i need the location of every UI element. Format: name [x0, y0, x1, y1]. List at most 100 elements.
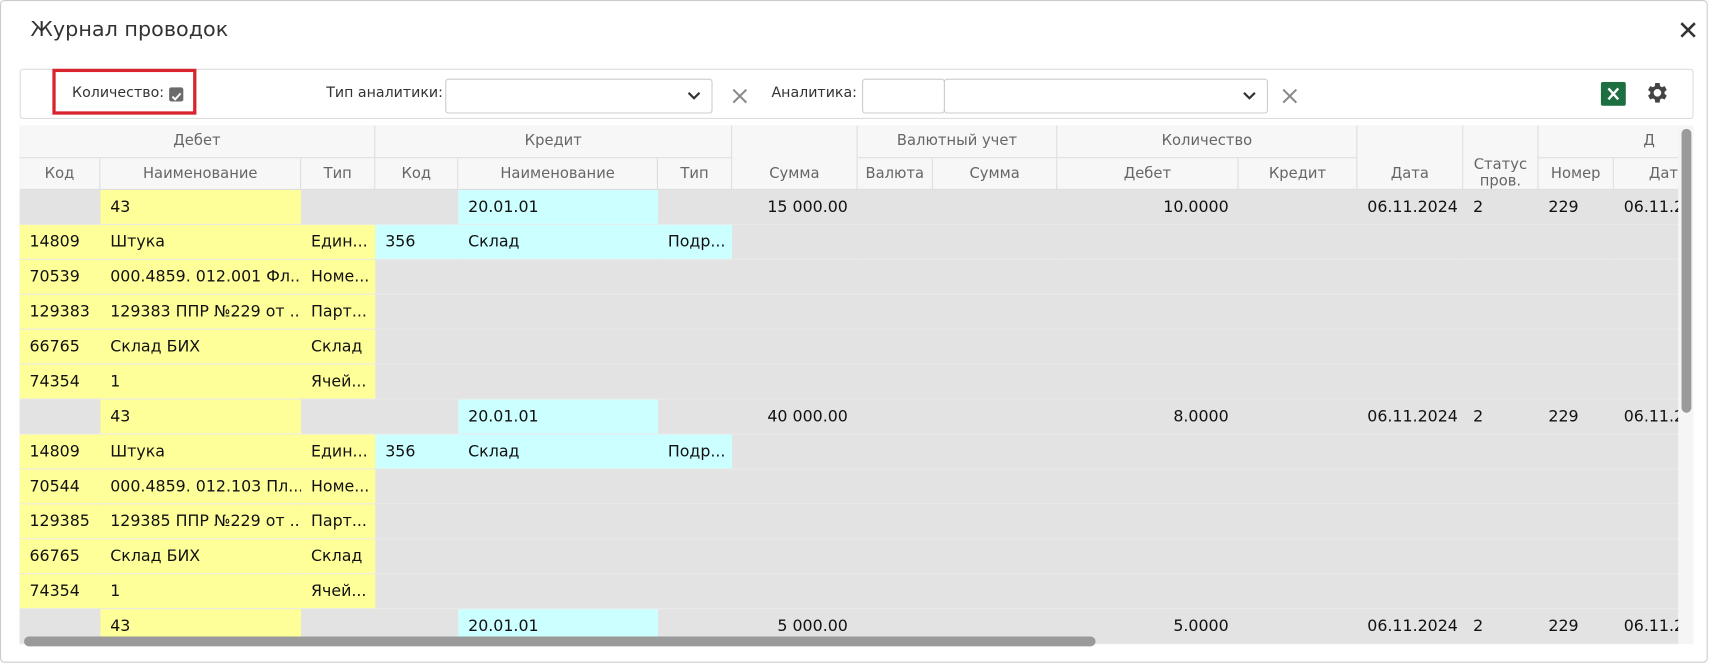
- cell: Штука: [100, 434, 302, 470]
- close-button[interactable]: ✕: [1677, 15, 1700, 46]
- cell: [1057, 329, 1239, 365]
- scroll-thumb[interactable]: [1681, 128, 1692, 413]
- scroll-thumb[interactable]: [24, 636, 1096, 647]
- cell: 43: [100, 399, 302, 435]
- cell: [1538, 539, 1614, 575]
- column-header: Дата: [1613, 158, 1679, 190]
- cell: [1057, 259, 1239, 295]
- cell: Склад БИХ: [100, 539, 302, 575]
- group-header: Кредит: [375, 125, 733, 159]
- cell: [1538, 294, 1614, 330]
- cell: [1538, 224, 1614, 260]
- cell: [1538, 259, 1614, 295]
- cell: [657, 574, 733, 610]
- cell: 2: [1463, 609, 1539, 645]
- column-header: Дата: [1357, 158, 1464, 190]
- quantity-checkbox[interactable]: [169, 87, 184, 102]
- cell: [1238, 574, 1358, 610]
- cell: [375, 399, 459, 435]
- cell: 70539: [19, 259, 101, 295]
- column-header: Сумма: [732, 158, 858, 190]
- clear-button[interactable]: [1281, 87, 1298, 104]
- cell: [1357, 504, 1464, 540]
- cell: [1357, 224, 1464, 260]
- highlight-box: [52, 68, 197, 115]
- cell: [932, 294, 1058, 330]
- settings-button[interactable]: [1643, 80, 1669, 106]
- analytics-code-input[interactable]: [862, 78, 945, 114]
- cell: [657, 294, 733, 330]
- cell: [1357, 294, 1464, 330]
- cell: 20.01.01: [458, 399, 658, 435]
- cell: [1357, 259, 1464, 295]
- cell: [458, 539, 658, 575]
- cell: [657, 189, 733, 225]
- cell: [19, 189, 101, 225]
- cell: 70544: [19, 469, 101, 505]
- cell: [732, 224, 858, 260]
- cell: [657, 364, 733, 400]
- cell: Подр...: [657, 224, 733, 260]
- cell: [857, 539, 933, 575]
- clear-button[interactable]: [731, 87, 748, 104]
- analytics-label: Аналитика:: [771, 85, 857, 102]
- cell: [732, 329, 858, 365]
- group-header: Количество: [1057, 125, 1358, 159]
- cell: 356: [375, 434, 459, 470]
- cell: 129383: [19, 294, 101, 330]
- cell: [1613, 329, 1679, 365]
- cell: 15 000.00: [732, 189, 858, 225]
- cell: 14809: [19, 434, 101, 470]
- cell: [1238, 329, 1358, 365]
- cell: [657, 539, 733, 575]
- cell: 66765: [19, 329, 101, 365]
- cell: 000.4859. 012.001 Фл...: [100, 259, 302, 295]
- cell: [1613, 364, 1679, 400]
- cell: [1057, 224, 1239, 260]
- cell: [732, 504, 858, 540]
- cell: [1238, 504, 1358, 540]
- cell: [932, 399, 1058, 435]
- cell: 20.01.01: [458, 189, 658, 225]
- cell: [1357, 364, 1464, 400]
- cell: [1463, 574, 1539, 610]
- toolbar: [19, 68, 1694, 120]
- column-header: Наименование: [458, 158, 658, 190]
- cell: [458, 574, 658, 610]
- cell: [732, 469, 858, 505]
- analytics-type-select[interactable]: [445, 78, 713, 114]
- cell: [1357, 469, 1464, 505]
- entries-table: Дебет Кредит Валютный учет Количество Д Код На…: [19, 125, 1679, 645]
- cell: [1463, 259, 1539, 295]
- cell: Един...: [301, 434, 376, 470]
- cell: [1238, 434, 1358, 470]
- group-header: Д: [1538, 125, 1679, 159]
- cell: Номе...: [301, 469, 376, 505]
- cell: [1613, 539, 1679, 575]
- cell: [1357, 434, 1464, 470]
- cell: [1057, 434, 1239, 470]
- column-header: Тип: [657, 158, 733, 190]
- cell: 66765: [19, 539, 101, 575]
- cell: [1538, 469, 1614, 505]
- cell: [1057, 364, 1239, 400]
- cell: 06.11.20: [1613, 399, 1679, 435]
- cell: [732, 364, 858, 400]
- cell: Един...: [301, 224, 376, 260]
- cell: 229: [1538, 189, 1614, 225]
- cell: [458, 329, 658, 365]
- cell: [657, 259, 733, 295]
- cell: [857, 329, 933, 365]
- cell: [1238, 364, 1358, 400]
- excel-export-button[interactable]: [1600, 81, 1626, 106]
- quantity-label: Количество:: [72, 85, 165, 102]
- cell: [857, 259, 933, 295]
- cell: [1613, 504, 1679, 540]
- analytics-select[interactable]: [943, 78, 1268, 114]
- cell: 2: [1463, 399, 1539, 435]
- cell: [932, 259, 1058, 295]
- cell: [1238, 539, 1358, 575]
- cell: Парт...: [301, 504, 376, 540]
